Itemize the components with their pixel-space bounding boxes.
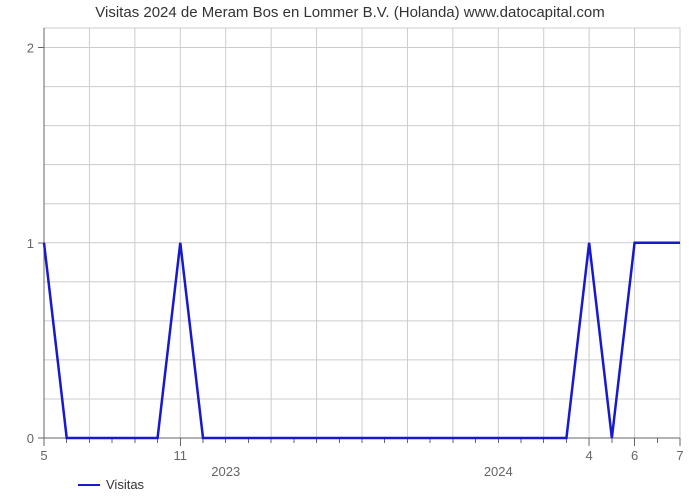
legend-label: Visitas (106, 477, 144, 492)
svg-text:1: 1 (27, 236, 34, 251)
svg-text:5: 5 (40, 448, 47, 463)
legend: Visitas (78, 477, 144, 492)
svg-text:0: 0 (27, 431, 34, 446)
legend-swatch (78, 484, 100, 486)
svg-text:7: 7 (676, 448, 683, 463)
svg-text:2024: 2024 (484, 464, 513, 479)
chart-plot: 0 1 2 5 11 4 6 7 2023 2024 (0, 0, 700, 488)
svg-text:2023: 2023 (211, 464, 240, 479)
svg-text:11: 11 (174, 448, 188, 463)
svg-text:4: 4 (586, 448, 593, 463)
svg-text:6: 6 (631, 448, 638, 463)
svg-text:2: 2 (27, 41, 34, 56)
